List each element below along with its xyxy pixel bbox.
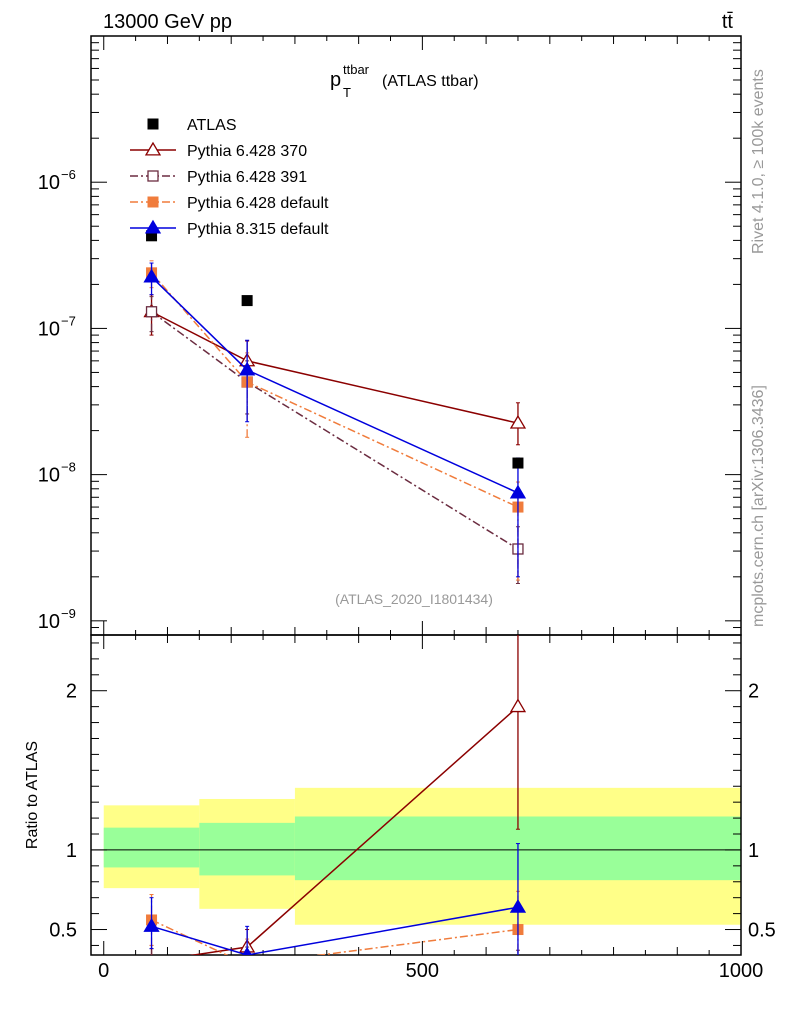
side-rivet: Rivet 4.1.0, ≥ 100k events: [750, 69, 767, 254]
y-tick-label-main-2: 10: [38, 318, 60, 340]
ratio-point-4-1: [242, 946, 252, 955]
legend-marker-0: [147, 118, 159, 130]
x-tick-label-2: 1000: [719, 960, 764, 982]
ratio-series-4: [143, 843, 527, 955]
x-tick-label-1: 500: [406, 960, 439, 982]
main-line-1: [151, 311, 519, 424]
main-panel: 10−910−810−710−6: [38, 35, 742, 636]
ratio-point-1-0: [150, 953, 153, 955]
ratio-point-3-1: [242, 959, 253, 970]
ratio-bands: [103, 787, 741, 925]
ratio-line-3: [151, 919, 519, 955]
ratio-panel: 0 500 1000 0.5 0.5 1 1 2 2: [49, 36, 776, 982]
y-ticks-main: 10−910−810−710−6: [38, 35, 741, 636]
y-tick-label-main-0: 10: [38, 611, 60, 633]
ratio-point-2-1: [242, 960, 252, 970]
legend-marker-2: [147, 170, 159, 182]
title-sub: T: [343, 85, 351, 100]
main-line-2: [151, 311, 519, 550]
legend-item-4: Pythia 8.315 default: [130, 219, 329, 238]
legend-marker-3: [147, 196, 159, 208]
main-line-3: [150, 272, 519, 508]
legend-label-0: ATLAS: [187, 117, 237, 134]
legend-item-3: Pythia 6.428 default: [130, 195, 329, 212]
main-series-3: [146, 260, 524, 581]
ratio-point-1-2: [509, 698, 527, 713]
ratio-point-2-0: [147, 956, 157, 966]
x-tick-label-0: 0: [98, 960, 109, 982]
y-tick-exp-main-3: −6: [61, 167, 76, 182]
main-series-0: [146, 230, 524, 469]
legend-label-2: Pythia 6.428 391: [187, 169, 307, 186]
y-tick-label-ratio-right-2: 2: [748, 681, 759, 703]
legend-marker-4: [144, 219, 162, 234]
y-tick-exp-main-2: −7: [61, 313, 76, 328]
legend-label-3: Pythia 6.428 default: [187, 195, 329, 212]
ratio-line-4: [151, 906, 519, 955]
main-line-4: [151, 276, 519, 494]
main-point-4-1: [238, 361, 256, 376]
y-tick-label-ratio-right-1: 1: [748, 840, 759, 862]
legend-label-1: Pythia 6.428 370: [187, 143, 307, 160]
main-point-2-0: [145, 306, 158, 318]
title-main: p: [330, 69, 341, 91]
main-series-2: [145, 296, 524, 585]
x-ticks: 0 500 1000: [98, 36, 763, 982]
side-mcplots: mcplots.cern.ch [arXiv:1306.3436]: [750, 385, 767, 627]
legend-item-1: Pythia 6.428 370: [130, 141, 307, 160]
y-tick-exp-main-1: −8: [61, 460, 76, 475]
band-green-0: [103, 827, 200, 868]
legend-item-2: Pythia 6.428 391: [130, 169, 307, 186]
title-sup: ttbar: [343, 62, 370, 77]
ratio-frame: [90, 634, 742, 956]
ratio-point-4-2: [509, 898, 527, 913]
main-point-4-2: [509, 484, 527, 499]
legend-item-0: ATLAS: [147, 117, 237, 134]
y-tick-label-main-3: 10: [38, 172, 60, 194]
main-point-4-0: [143, 268, 160, 283]
y-tick-label-ratio-right-0: 0.5: [748, 920, 776, 942]
legend: ATLAS Pythia 6.428 370 Pythia 6.428 391 Pyt…: [130, 117, 329, 238]
ratio-point-2-2: [513, 963, 523, 973]
chart-title: p ttbar T (ATLAS ttbar): [330, 62, 479, 100]
legend-label-4: Pythia 8.315 default: [187, 221, 329, 238]
header-left: 13000 GeV pp: [103, 11, 232, 33]
band-green-1: [199, 822, 295, 876]
ratio-line-2: [152, 961, 518, 967]
y-tick-label-ratio-2: 2: [66, 681, 77, 703]
legend-marker-1: [144, 141, 162, 156]
y-tick-label-main-1: 10: [38, 465, 60, 487]
main-point-1-2: [509, 414, 527, 429]
main-point-0-0: [146, 230, 158, 242]
main-point-0-1: [241, 295, 253, 307]
ratio-ylabel: Ratio to ATLAS: [24, 741, 41, 849]
main-series-4: [143, 262, 527, 578]
main-point-0-2: [512, 457, 524, 469]
analysis-label: (ATLAS_2020_I1801434): [335, 591, 493, 607]
header-right: tt̄: [722, 11, 734, 33]
y-tick-exp-main-0: −9: [61, 606, 76, 621]
y-tick-label-ratio-1: 1: [66, 840, 77, 862]
y-ticks-ratio: 0.5 0.5 1 1 2 2: [49, 642, 776, 946]
y-tick-label-ratio-0: 0.5: [49, 920, 77, 942]
ratio-point-4-0: [143, 918, 160, 932]
title-rest: (ATLAS ttbar): [382, 73, 479, 90]
